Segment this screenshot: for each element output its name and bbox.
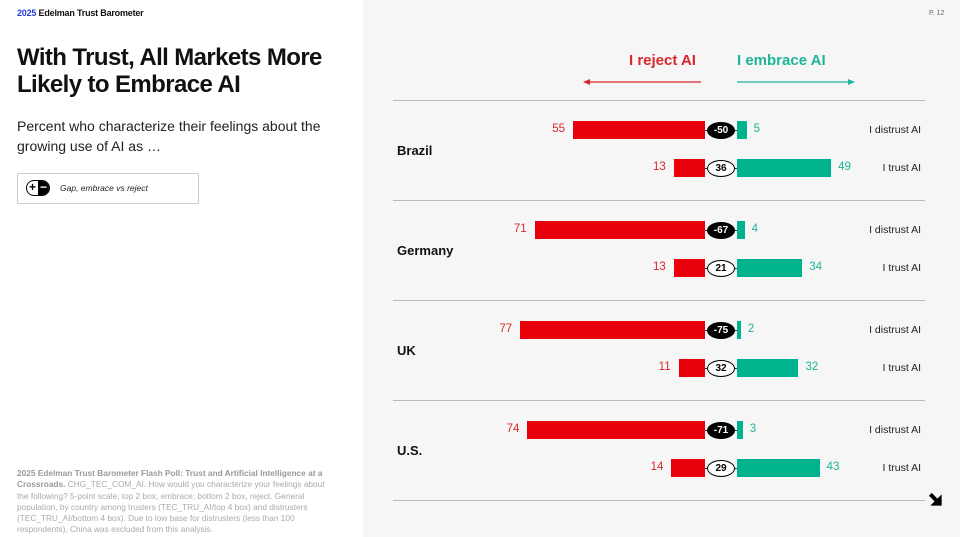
next-arrow-icon[interactable]	[926, 490, 946, 510]
embrace-value: 4	[751, 223, 759, 235]
reject-bar	[673, 259, 705, 277]
gap-badge: -71	[707, 421, 735, 439]
gridline	[393, 300, 925, 301]
row-label: I distrust AI	[869, 224, 921, 236]
reject-value: 74	[506, 423, 520, 435]
reject-value: 13	[653, 161, 666, 173]
chart-panel	[363, 0, 960, 537]
embrace-bar	[737, 159, 832, 177]
right-arrow-icon	[848, 79, 855, 85]
reject-value: 71	[513, 223, 527, 235]
reject-value: 11	[658, 361, 671, 373]
reject-bar	[673, 159, 705, 177]
reject-bar	[527, 421, 705, 439]
gap-badge: -75	[707, 321, 735, 339]
brand: 2025 Edelman Trust Barometer	[17, 8, 144, 18]
country-label: UK	[397, 343, 416, 358]
row-label: I distrust AI	[869, 424, 921, 436]
country-label: U.S.	[397, 443, 423, 458]
gridline	[393, 100, 925, 101]
embrace-value: 49	[838, 161, 851, 173]
embrace-value: 34	[809, 261, 823, 273]
row-label: I distrust AI	[869, 124, 921, 136]
row-label: I trust AI	[882, 462, 921, 474]
gap-badge: 21	[707, 259, 735, 277]
row-label: I trust AI	[882, 262, 921, 274]
embrace-value: 2	[747, 323, 755, 335]
subtitle: Percent who characterize their feelings …	[17, 118, 321, 154]
gridline	[393, 500, 925, 501]
embrace-bar	[737, 421, 743, 439]
country-label: Germany	[397, 243, 454, 258]
gap-badge: -67	[707, 221, 735, 239]
reject-bar	[520, 321, 705, 339]
embrace-value: 5	[753, 123, 760, 135]
reject-bar	[534, 221, 705, 239]
embrace-value: 32	[805, 361, 819, 373]
embrace-bar	[737, 459, 820, 477]
embrace-header: I embrace AI	[737, 52, 826, 69]
reject-bar	[678, 359, 705, 377]
country-label: Brazil	[397, 143, 433, 158]
plus-minus-gap-icon: + −	[26, 180, 50, 196]
embrace-value: 3	[749, 423, 757, 435]
gap-badge: -50	[707, 121, 735, 139]
left-panel: 2025 Edelman Trust Barometer With Trust,…	[0, 0, 363, 537]
page-number: P. 12	[929, 10, 945, 17]
row-label: I trust AI	[882, 162, 921, 174]
embrace-bar	[737, 221, 745, 239]
reject-bar	[671, 459, 705, 477]
source-note: 2025 Edelman Trust Barometer Flash Poll:…	[17, 468, 325, 535]
reject-value: 14	[650, 461, 664, 473]
gridline	[393, 400, 925, 401]
reject-header: I reject AI	[629, 52, 696, 69]
legend: + − Gap, embrace vs reject	[17, 173, 199, 204]
embrace-bar	[737, 359, 799, 377]
direction-arrows	[583, 79, 855, 85]
embrace-bar	[737, 121, 747, 139]
page-title: With Trust, All Markets More Likely to E…	[17, 44, 322, 98]
left-arrow-icon	[583, 79, 590, 85]
gap-badge: 32	[707, 359, 735, 377]
row-label: I trust AI	[882, 362, 921, 374]
gap-badge: 36	[707, 159, 735, 177]
legend-label: Gap, embrace vs reject	[60, 183, 148, 193]
embrace-value: 43	[826, 461, 840, 473]
gridline	[393, 200, 925, 201]
reject-value: 55	[552, 123, 565, 135]
embrace-bar	[737, 321, 741, 339]
reject-value: 77	[499, 323, 513, 335]
row-label: I distrust AI	[869, 324, 921, 336]
reject-bar	[573, 121, 705, 139]
gap-badge: 29	[707, 459, 735, 477]
embrace-bar	[737, 259, 803, 277]
reject-value: 13	[653, 261, 666, 273]
